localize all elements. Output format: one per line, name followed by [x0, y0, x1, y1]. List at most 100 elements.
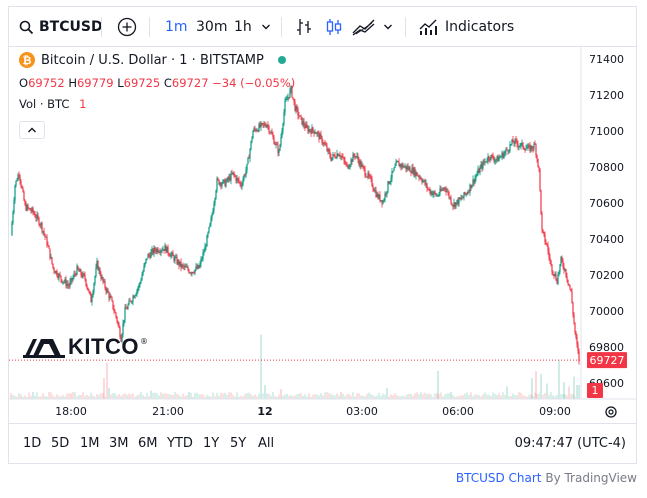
candle [83, 272, 85, 277]
interval-dropdown[interactable] [261, 7, 271, 47]
candle [40, 221, 42, 229]
candle [122, 319, 124, 338]
range-1m[interactable]: 1M [80, 436, 100, 451]
candle [20, 179, 22, 189]
candle [555, 271, 557, 281]
candle [43, 227, 45, 237]
compare-button[interactable] [117, 7, 137, 47]
candle [533, 141, 535, 152]
range-all[interactable]: All [258, 436, 275, 451]
candle [321, 135, 323, 146]
candle [39, 223, 41, 228]
candle [383, 198, 385, 203]
candle [51, 256, 53, 265]
candle [333, 154, 335, 157]
chart-link[interactable]: BTCUSD Chart [455, 471, 542, 485]
candle [216, 176, 218, 193]
candle [301, 116, 303, 126]
candle [402, 162, 404, 169]
change-value: −34 (−0.05%) [212, 76, 296, 90]
range-3m[interactable]: 3M [109, 436, 129, 451]
range-ytd[interactable]: YTD [167, 436, 193, 451]
candle [566, 272, 568, 283]
candle [394, 163, 396, 169]
volume-bar [548, 394, 550, 399]
interval-30m[interactable]: 30m [196, 19, 228, 35]
volume-bar [496, 394, 498, 399]
candle [320, 130, 322, 140]
volume-bar [332, 395, 334, 399]
range-5y[interactable]: 5Y [230, 436, 247, 451]
tradingview-credit: BTCUSD Chart By TradingView [456, 471, 637, 485]
volume-bar [160, 392, 162, 399]
candle [559, 264, 561, 275]
chevron-down-icon [384, 24, 392, 30]
candle [490, 154, 492, 162]
candle [307, 125, 309, 135]
interval-1m[interactable]: 1m [165, 19, 188, 35]
candle [90, 292, 92, 303]
candle [345, 161, 347, 167]
range-5d[interactable]: 5D [51, 436, 70, 451]
candle [138, 283, 140, 291]
candle [459, 197, 461, 200]
candle [150, 248, 152, 259]
symbol-search[interactable]: BTCUSD [19, 7, 103, 47]
candle [272, 131, 274, 140]
volume-bar [570, 393, 572, 399]
volume-bar [384, 394, 386, 399]
candle [339, 151, 341, 159]
candle [470, 184, 472, 192]
time-axis[interactable]: 18:00 21:00 12 03:00 06:00 09:00 [55, 405, 571, 418]
range-1d[interactable]: 1D [23, 436, 42, 451]
candle [288, 97, 290, 100]
candle [206, 234, 208, 247]
candle [99, 267, 101, 277]
candle [578, 348, 580, 365]
candles-style-button[interactable] [325, 7, 343, 47]
range-6m[interactable]: 6M [138, 436, 158, 451]
volume-bar [566, 395, 568, 399]
axis-settings-button[interactable] [605, 406, 617, 418]
candle [437, 194, 439, 197]
candle [128, 298, 130, 306]
candle [536, 154, 538, 163]
candle [364, 165, 366, 179]
candle [109, 292, 111, 301]
candle [215, 189, 217, 200]
volume-bar [282, 395, 284, 399]
volume-bar [564, 394, 566, 399]
candle [291, 85, 293, 98]
candle [418, 174, 420, 182]
search-icon [19, 20, 34, 34]
volume-bar [36, 392, 38, 399]
volume-bar [226, 394, 228, 399]
volume-bar [378, 392, 380, 399]
collapse-legend-button[interactable] [19, 121, 45, 139]
volume-bar [188, 392, 190, 399]
candle [513, 140, 515, 147]
candle [200, 256, 202, 267]
area-style-button[interactable] [352, 7, 376, 47]
volume-bar [432, 396, 434, 399]
candle [331, 157, 333, 162]
candle [149, 252, 151, 260]
candle [133, 294, 135, 299]
price-axis[interactable]: 71400 71200 71000 70800 70600 70400 70200 70000… [589, 53, 624, 390]
candle [269, 131, 271, 135]
bar-style-button[interactable] [296, 7, 312, 47]
candle [224, 177, 226, 187]
volume-bar [280, 389, 282, 399]
volume-bar [236, 392, 238, 399]
interval-1h[interactable]: 1h [234, 19, 252, 35]
candle [79, 267, 81, 272]
indicators-button[interactable]: Indicators [419, 7, 514, 47]
volume-bar [20, 394, 22, 399]
volume-bar [446, 393, 448, 399]
candle [488, 155, 490, 162]
price-chart[interactable]: 71400 71200 71000 70800 70600 70400 70200 70000… [9, 47, 636, 422]
range-1y[interactable]: 1Y [203, 436, 220, 451]
chart-type-dropdown[interactable] [383, 7, 393, 47]
timezone-clock[interactable]: 09:47:47 (UTC-4) [514, 436, 626, 451]
candle [246, 163, 248, 174]
